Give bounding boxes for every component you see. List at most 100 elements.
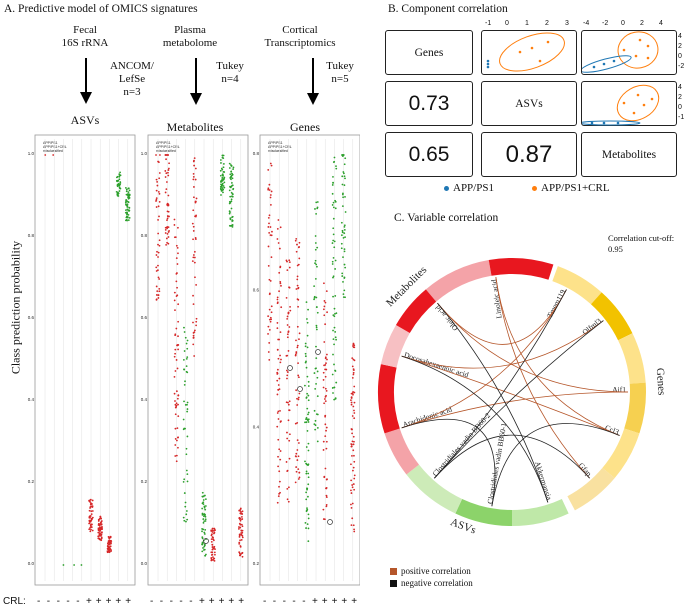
prediction-point [157,297,160,299]
prediction-point [203,514,206,516]
prediction-strip-plots: APP/PS1APP/PS1+CRLmisclassified1.00.80.6… [28,134,360,586]
prediction-point [194,238,197,241]
crl-sign: + [238,596,245,607]
prediction-point [276,298,279,301]
prediction-point [158,244,161,247]
prediction-point [304,342,307,345]
prediction-point [156,184,159,187]
prediction-point [305,470,308,473]
prediction-point [268,214,271,217]
prediction-point [155,206,158,208]
y-tick-right-upper: -2 [678,63,685,70]
prediction-point [352,524,355,527]
prediction-point [89,507,91,509]
prediction-point [211,531,214,533]
prediction-point [267,245,270,248]
prediction-point [210,540,213,543]
prediction-point [332,206,335,209]
prediction-point [239,539,241,542]
prediction-point [340,221,343,224]
legend-app-marker [444,185,449,191]
prediction-point [295,452,298,455]
prediction-point [220,181,222,183]
prediction-point [340,242,343,245]
y-tick-right-lower: 2 [678,94,682,101]
prediction-point [324,400,327,403]
mini-legend-label: APP/PS1+CRL [268,145,292,149]
prediction-point [211,546,214,549]
prediction-point [295,352,298,354]
prediction-point [305,463,308,466]
prediction-point [333,246,336,249]
prediction-point [228,212,231,215]
variable-label: Linoleic acid [489,279,503,319]
prediction-point [270,305,273,308]
prediction-point [175,402,178,405]
prediction-point [306,375,309,378]
circos-segment [378,364,400,434]
prediction-point [155,266,158,269]
prediction-point [192,321,194,324]
prediction-point [192,225,195,228]
prediction-point [332,353,334,356]
prediction-point [297,362,299,365]
prediction-point [344,157,347,160]
prediction-point [335,167,338,170]
prediction-point [155,178,158,181]
prediction-point [315,306,318,308]
prediction-point [186,480,189,483]
prediction-point [269,162,272,165]
prediction-point [304,355,307,358]
negative-correlation-link [434,320,604,479]
prediction-point [127,195,130,197]
prediction-point [108,543,111,546]
prediction-point [229,176,232,179]
prediction-point [279,354,281,357]
prediction-point [278,271,281,274]
prediction-point [279,226,282,229]
prediction-point [157,243,159,246]
prediction-point [314,235,317,237]
prediction-point [168,162,170,165]
prediction-point [126,219,128,222]
prediction-point [192,160,195,163]
prediction-point [126,212,129,215]
prediction-point [238,509,241,512]
prediction-point [270,256,273,259]
legend-positive-swatch [390,568,397,576]
prediction-point [228,162,231,165]
crl-sign: - [189,596,193,607]
prediction-point [304,421,306,424]
prediction-point [201,542,204,545]
prediction-point [286,374,289,377]
prediction-point [173,224,176,226]
prediction-point [307,411,310,414]
app-confidence-ellipse [582,55,632,73]
prediction-point [158,172,161,174]
scatter-genes-asvs [481,30,577,75]
prediction-point [315,212,318,215]
prediction-point [269,196,272,199]
prediction-point [343,163,346,166]
prediction-point [210,534,213,537]
prediction-point [342,280,344,283]
variable-label: Akkermansia [533,460,554,501]
met-method: Tukey [216,60,244,72]
crl-sign: + [115,596,122,607]
prediction-point [195,320,198,323]
prediction-point [101,528,104,530]
prediction-point [297,305,299,308]
prediction-point [280,306,283,309]
prediction-point [307,442,310,445]
prediction-point [295,389,298,392]
prediction-point [314,428,317,431]
prediction-point [344,177,346,180]
prediction-point [333,156,336,159]
prediction-point [297,468,300,471]
prediction-point [350,506,353,509]
prediction-point [230,207,233,210]
prediction-point [167,236,170,238]
prediction-point [175,460,178,463]
prediction-point [98,531,101,533]
